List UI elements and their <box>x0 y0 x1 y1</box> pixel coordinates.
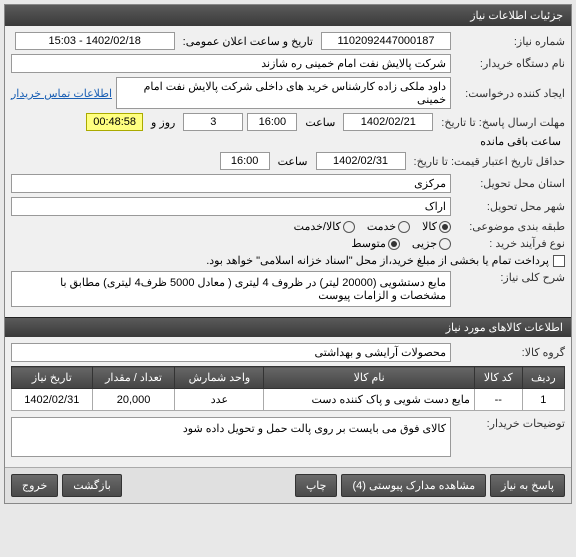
radio-service[interactable]: خدمت <box>367 220 410 233</box>
radio-dot-icon <box>343 221 355 233</box>
row-city: شهر محل تحویل: اراک <box>11 197 565 216</box>
radio-goods[interactable]: کالا <box>422 220 451 233</box>
contact-link[interactable]: اطلاعات تماس خریدار <box>11 87 112 100</box>
creator-value: داود ملکی زاده کارشناس خرید های داخلی شر… <box>116 77 451 109</box>
row-group: گروه کالا: محصولات آرایشی و بهداشتی <box>11 343 565 362</box>
request-no-value: 1102092447000187 <box>321 32 451 50</box>
col-name: نام کالا <box>264 367 475 389</box>
row-buyer-notes: توضیحات خریدار: کالای فوق می بایست بر رو… <box>11 417 565 457</box>
goods-table: ردیف کد کالا نام کالا واحد شمارش تعداد /… <box>11 366 565 411</box>
checkbox-icon[interactable] <box>553 255 565 267</box>
time-label-1: ساعت <box>301 116 339 129</box>
row-province: استان محل تحویل: مرکزی <box>11 174 565 193</box>
desc-label: شرح کلی نیاز: <box>455 271 565 284</box>
cell-unit: عدد <box>175 389 264 411</box>
category-radio-group: کالا خدمت کالا/خدمت <box>294 220 451 233</box>
cell-qty: 20,000 <box>92 389 175 411</box>
deadline-label: مهلت ارسال پاسخ: تا تاریخ: <box>437 116 565 129</box>
row-buyer: نام دستگاه خریدار: شرکت پالایش نفت امام … <box>11 54 565 73</box>
radio-both[interactable]: کالا/خدمت <box>294 220 355 233</box>
col-qty: تعداد / مقدار <box>92 367 175 389</box>
validity-time: 16:00 <box>220 152 270 170</box>
days-label: روز و <box>147 116 179 129</box>
goods-body: گروه کالا: محصولات آرایشی و بهداشتی ردیف… <box>5 337 571 467</box>
row-description: شرح کلی نیاز: مایع دستشویی (20000 لیتر) … <box>11 271 565 307</box>
radio-service-label: خدمت <box>367 220 396 233</box>
buyer-value: شرکت پالایش نفت امام خمینی ره شازند <box>11 54 451 73</box>
row-request-no: شماره نیاز: 1102092447000187 تاریخ و ساع… <box>11 32 565 50</box>
group-value: محصولات آرایشی و بهداشتی <box>11 343 451 362</box>
validity-date: 1402/02/31 <box>316 152 406 170</box>
desc-text: مایع دستشویی (20000 لیتر) در ظروف 4 لیتر… <box>11 271 451 307</box>
validity-label: حداقل تاریخ اعتبار قیمت: تا تاریخ: <box>410 155 565 168</box>
group-label: گروه کالا: <box>455 346 565 359</box>
row-category: طبقه بندی موضوعی: کالا خدمت کالا/خدمت <box>11 220 565 233</box>
back-button[interactable]: بازگشت <box>62 474 122 497</box>
purchase-type-label: نوع فرآیند خرید : <box>455 237 565 250</box>
radio-goods-label: کالا <box>422 220 437 233</box>
radio-dot-icon <box>388 238 400 250</box>
buyer-notes-label: توضیحات خریدار: <box>455 417 565 430</box>
panel-header: جزئیات اطلاعات نیاز <box>5 5 571 26</box>
col-code: کد کالا <box>474 367 522 389</box>
radio-both-label: کالا/خدمت <box>294 220 341 233</box>
cell-date: 1402/02/31 <box>12 389 93 411</box>
panel-body: شماره نیاز: 1102092447000187 تاریخ و ساع… <box>5 26 571 317</box>
buyer-label: نام دستگاه خریدار: <box>455 57 565 70</box>
cell-code: -- <box>474 389 522 411</box>
col-unit: واحد شمارش <box>175 367 264 389</box>
respond-button[interactable]: پاسخ به نیاز <box>490 474 565 497</box>
col-date: تاریخ نیاز <box>12 367 93 389</box>
radio-medium-label: متوسط <box>351 237 386 250</box>
cell-row: 1 <box>522 389 564 411</box>
request-no-label: شماره نیاز: <box>455 35 565 48</box>
table-header-row: ردیف کد کالا نام کالا واحد شمارش تعداد /… <box>12 367 565 389</box>
cell-name: مایع دست شویی و پاک کننده دست <box>264 389 475 411</box>
deadline-time: 16:00 <box>247 113 297 131</box>
row-validity: حداقل تاریخ اعتبار قیمت: تا تاریخ: 1402/… <box>11 152 565 170</box>
radio-dot-icon <box>398 221 410 233</box>
radio-partial-label: جزیی <box>412 237 437 250</box>
buyer-notes-text: کالای فوق می بایست بر روی پالت حمل و تحو… <box>11 417 451 457</box>
payment-note: پرداخت تمام یا بخشی از مبلغ خرید،از محل … <box>206 254 549 267</box>
goods-info-header: اطلاعات کالاهای مورد نیاز <box>5 317 571 337</box>
announce-value: 1402/02/18 - 15:03 <box>15 32 175 50</box>
time-label-2: ساعت <box>274 155 312 168</box>
row-deadline: مهلت ارسال پاسخ: تا تاریخ: 1402/02/21 سا… <box>11 113 565 148</box>
province-value: مرکزی <box>11 174 451 193</box>
row-creator: ایجاد کننده درخواست: داود ملکی زاده کارش… <box>11 77 565 109</box>
deadline-date: 1402/02/21 <box>343 113 433 131</box>
radio-dot-icon <box>439 238 451 250</box>
col-row: ردیف <box>522 367 564 389</box>
btn-group-right: بازگشت خروج <box>11 474 122 497</box>
exit-button[interactable]: خروج <box>11 474 58 497</box>
button-row: پاسخ به نیاز مشاهده مدارک پیوستی (4) چاپ… <box>5 467 571 503</box>
payment-note-row: پرداخت تمام یا بخشی از مبلغ خرید،از محل … <box>206 254 565 267</box>
radio-dot-icon <box>439 221 451 233</box>
category-label: طبقه بندی موضوعی: <box>455 220 565 233</box>
attachments-button[interactable]: مشاهده مدارک پیوستی (4) <box>341 474 486 497</box>
table-row[interactable]: 1 -- مایع دست شویی و پاک کننده دست عدد 2… <box>12 389 565 411</box>
radio-partial[interactable]: جزیی <box>412 237 451 250</box>
announce-label: تاریخ و ساعت اعلان عمومی: <box>179 35 317 48</box>
print-button[interactable]: چاپ <box>295 474 338 497</box>
request-details-panel: جزئیات اطلاعات نیاز شماره نیاز: 11020924… <box>4 4 572 504</box>
radio-medium[interactable]: متوسط <box>351 237 400 250</box>
row-purchase-type: نوع فرآیند خرید : جزیی متوسط پرداخت تمام… <box>11 237 565 267</box>
days-value: 3 <box>183 113 243 131</box>
creator-label: ایجاد کننده درخواست: <box>455 87 565 100</box>
city-value: اراک <box>11 197 451 216</box>
countdown-timer: 00:48:58 <box>86 113 143 131</box>
purchase-type-radio-group: جزیی متوسط <box>351 237 451 250</box>
city-label: شهر محل تحویل: <box>455 200 565 213</box>
btn-group-left: پاسخ به نیاز مشاهده مدارک پیوستی (4) چاپ <box>295 474 565 497</box>
remain-label: ساعت باقی مانده <box>476 135 565 148</box>
province-label: استان محل تحویل: <box>455 177 565 190</box>
